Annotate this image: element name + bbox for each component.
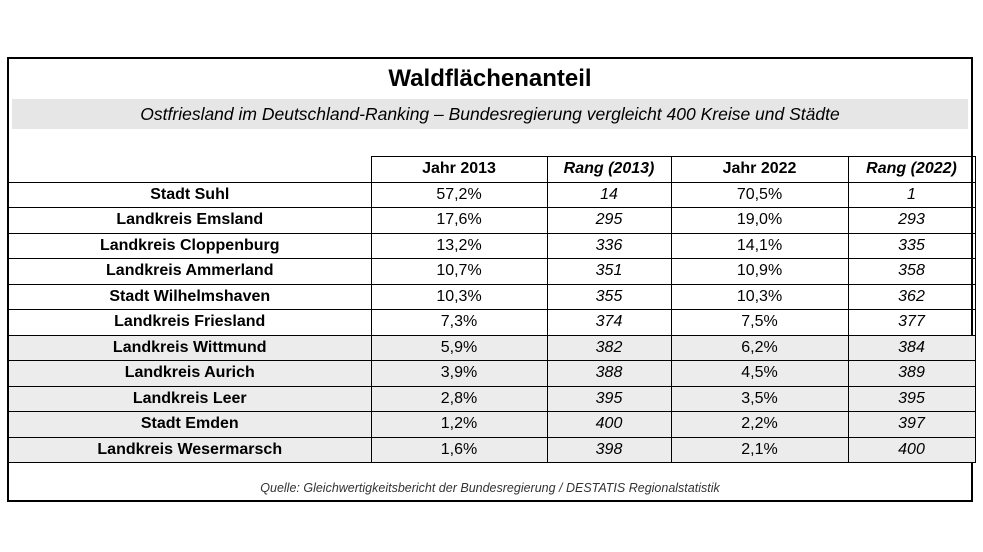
rank-2013-cell: 351 bbox=[546, 258, 671, 285]
share-2022-cell: 10,3% bbox=[670, 283, 848, 310]
header-rank-2013: Rang (2013) bbox=[546, 156, 671, 183]
table-row: Landkreis Emsland 17,6% 295 19,0% 293 bbox=[9, 207, 976, 234]
rank-2022-cell: 362 bbox=[847, 283, 976, 310]
share-2022-cell: 4,5% bbox=[670, 360, 848, 387]
share-2022-cell: 10,9% bbox=[670, 258, 848, 285]
share-2013-cell: 10,3% bbox=[370, 283, 547, 310]
share-2013-cell: 1,6% bbox=[370, 436, 547, 463]
region-name-cell: Landkreis Friesland bbox=[9, 309, 371, 336]
share-2022-cell: 7,5% bbox=[670, 309, 848, 336]
rank-2022-cell: 358 bbox=[847, 258, 976, 285]
share-2013-cell: 3,9% bbox=[370, 360, 547, 387]
share-2013-cell: 17,6% bbox=[370, 207, 547, 234]
region-name-cell: Stadt Wilhelmshaven bbox=[9, 283, 371, 310]
share-2013-cell: 5,9% bbox=[370, 334, 547, 361]
share-2022-cell: 3,5% bbox=[670, 385, 848, 412]
region-name-cell: Landkreis Emsland bbox=[9, 207, 371, 234]
share-2022-cell: 2,2% bbox=[670, 411, 848, 438]
rank-2022-cell: 395 bbox=[847, 385, 976, 412]
share-2013-cell: 2,8% bbox=[370, 385, 547, 412]
rank-2013-cell: 388 bbox=[546, 360, 671, 387]
table-title: Waldflächenanteil bbox=[388, 65, 592, 92]
rank-2013-cell: 355 bbox=[546, 283, 671, 310]
rank-2022-cell: 293 bbox=[847, 207, 976, 234]
table-row: Landkreis Ammerland 10,7% 351 10,9% 358 bbox=[9, 258, 976, 285]
table-row: Landkreis Wesermarsch 1,6% 398 2,1% 400 bbox=[9, 436, 976, 463]
rank-2022-cell: 377 bbox=[847, 309, 976, 336]
rank-2013-cell: 395 bbox=[546, 385, 671, 412]
region-name-cell: Landkreis Wesermarsch bbox=[9, 436, 371, 463]
rank-2022-cell: 397 bbox=[847, 411, 976, 438]
share-2013-cell: 13,2% bbox=[370, 232, 547, 259]
table-row: Landkreis Cloppenburg 13,2% 336 14,1% 335 bbox=[9, 232, 976, 259]
table-row: Stadt Wilhelmshaven 10,3% 355 10,3% 362 bbox=[9, 283, 976, 310]
rank-2022-cell: 389 bbox=[847, 360, 976, 387]
region-name-cell: Landkreis Aurich bbox=[9, 360, 371, 387]
share-2022-cell: 70,5% bbox=[670, 181, 848, 208]
table-row: Landkreis Wittmund 5,9% 382 6,2% 384 bbox=[9, 334, 976, 361]
rank-2013-cell: 295 bbox=[546, 207, 671, 234]
header-row: Jahr 2013 Rang (2013) Jahr 2022 Rang (20… bbox=[9, 156, 976, 183]
share-2013-cell: 7,3% bbox=[370, 309, 547, 336]
share-2013-cell: 1,2% bbox=[370, 411, 547, 438]
region-name-cell: Landkreis Leer bbox=[9, 385, 371, 412]
table-subtitle: Ostfriesland im Deutschland-Ranking – Bu… bbox=[12, 99, 968, 129]
table-row: Landkreis Leer 2,8% 395 3,5% 395 bbox=[9, 385, 976, 412]
header-rank-2022: Rang (2022) bbox=[847, 156, 976, 183]
rank-2022-cell: 1 bbox=[847, 181, 976, 208]
rank-2013-cell: 14 bbox=[546, 181, 671, 208]
rank-2022-cell: 400 bbox=[847, 436, 976, 463]
forest-share-table: Jahr 2013 Rang (2013) Jahr 2022 Rang (20… bbox=[9, 156, 976, 463]
share-2022-cell: 19,0% bbox=[670, 207, 848, 234]
table-frame: Waldflächenanteil Ostfriesland im Deutsc… bbox=[7, 57, 976, 502]
region-name-cell: Stadt Emden bbox=[9, 411, 371, 438]
rank-2013-cell: 398 bbox=[546, 436, 671, 463]
header-empty-cell bbox=[9, 156, 371, 183]
rank-2013-cell: 382 bbox=[546, 334, 671, 361]
region-name-cell: Landkreis Cloppenburg bbox=[9, 232, 371, 259]
table-row: Landkreis Friesland 7,3% 374 7,5% 377 bbox=[9, 309, 976, 336]
source-note: Quelle: Gleichwertigkeitsbericht der Bun… bbox=[260, 481, 720, 495]
region-name-cell: Landkreis Ammerland bbox=[9, 258, 371, 285]
table-row: Stadt Suhl 57,2% 14 70,5% 1 bbox=[9, 181, 976, 208]
table-row: Stadt Emden 1,2% 400 2,2% 397 bbox=[9, 411, 976, 438]
rank-2013-cell: 336 bbox=[546, 232, 671, 259]
rank-2022-cell: 335 bbox=[847, 232, 976, 259]
share-2022-cell: 14,1% bbox=[670, 232, 848, 259]
header-year-2013: Jahr 2013 bbox=[370, 156, 547, 183]
table-row: Landkreis Aurich 3,9% 388 4,5% 389 bbox=[9, 360, 976, 387]
rank-2013-cell: 374 bbox=[546, 309, 671, 336]
rank-2022-cell: 384 bbox=[847, 334, 976, 361]
share-2013-cell: 10,7% bbox=[370, 258, 547, 285]
region-name-cell: Stadt Suhl bbox=[9, 181, 371, 208]
rank-2013-cell: 400 bbox=[546, 411, 671, 438]
region-name-cell: Landkreis Wittmund bbox=[9, 334, 371, 361]
share-2013-cell: 57,2% bbox=[370, 181, 547, 208]
share-2022-cell: 6,2% bbox=[670, 334, 848, 361]
share-2022-cell: 2,1% bbox=[670, 436, 848, 463]
header-year-2022: Jahr 2022 bbox=[670, 156, 848, 183]
